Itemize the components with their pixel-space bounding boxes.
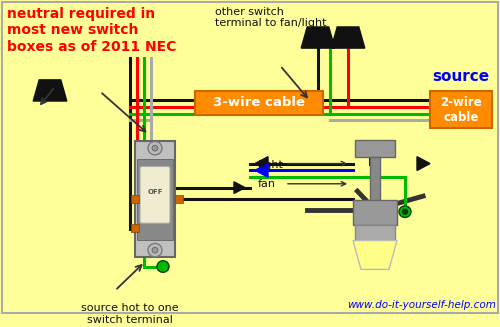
Circle shape	[157, 261, 169, 272]
FancyBboxPatch shape	[355, 225, 395, 241]
FancyBboxPatch shape	[137, 159, 173, 240]
Text: OFF: OFF	[147, 189, 163, 195]
Polygon shape	[353, 241, 397, 269]
Polygon shape	[417, 157, 430, 170]
Polygon shape	[255, 164, 268, 177]
Text: other switch
terminal to fan/light: other switch terminal to fan/light	[215, 7, 326, 28]
Text: source: source	[432, 69, 490, 84]
Text: 2-wire
cable: 2-wire cable	[440, 96, 482, 124]
Text: www.do-it-yourself-help.com: www.do-it-yourself-help.com	[347, 300, 496, 310]
Polygon shape	[301, 27, 335, 48]
FancyBboxPatch shape	[195, 92, 323, 114]
Polygon shape	[255, 157, 268, 170]
FancyBboxPatch shape	[430, 92, 492, 128]
FancyBboxPatch shape	[131, 224, 139, 232]
Text: fan: fan	[258, 179, 276, 189]
Polygon shape	[331, 27, 365, 48]
FancyBboxPatch shape	[140, 166, 170, 223]
FancyBboxPatch shape	[355, 140, 395, 157]
Circle shape	[148, 243, 162, 257]
Text: 3-wire cable: 3-wire cable	[213, 96, 305, 110]
FancyBboxPatch shape	[131, 195, 139, 203]
FancyBboxPatch shape	[135, 142, 175, 257]
FancyBboxPatch shape	[353, 200, 397, 225]
Text: neutral required in
most new switch
boxes as of 2011 NEC: neutral required in most new switch boxe…	[7, 7, 176, 54]
Circle shape	[152, 145, 158, 151]
Circle shape	[152, 247, 158, 253]
Circle shape	[399, 206, 411, 217]
Polygon shape	[33, 80, 67, 101]
Text: light: light	[258, 160, 283, 169]
Circle shape	[402, 209, 407, 214]
FancyBboxPatch shape	[370, 157, 380, 202]
Polygon shape	[234, 182, 245, 194]
FancyBboxPatch shape	[175, 195, 183, 203]
Text: source hot to one
switch terminal: source hot to one switch terminal	[81, 303, 179, 325]
Circle shape	[148, 142, 162, 155]
